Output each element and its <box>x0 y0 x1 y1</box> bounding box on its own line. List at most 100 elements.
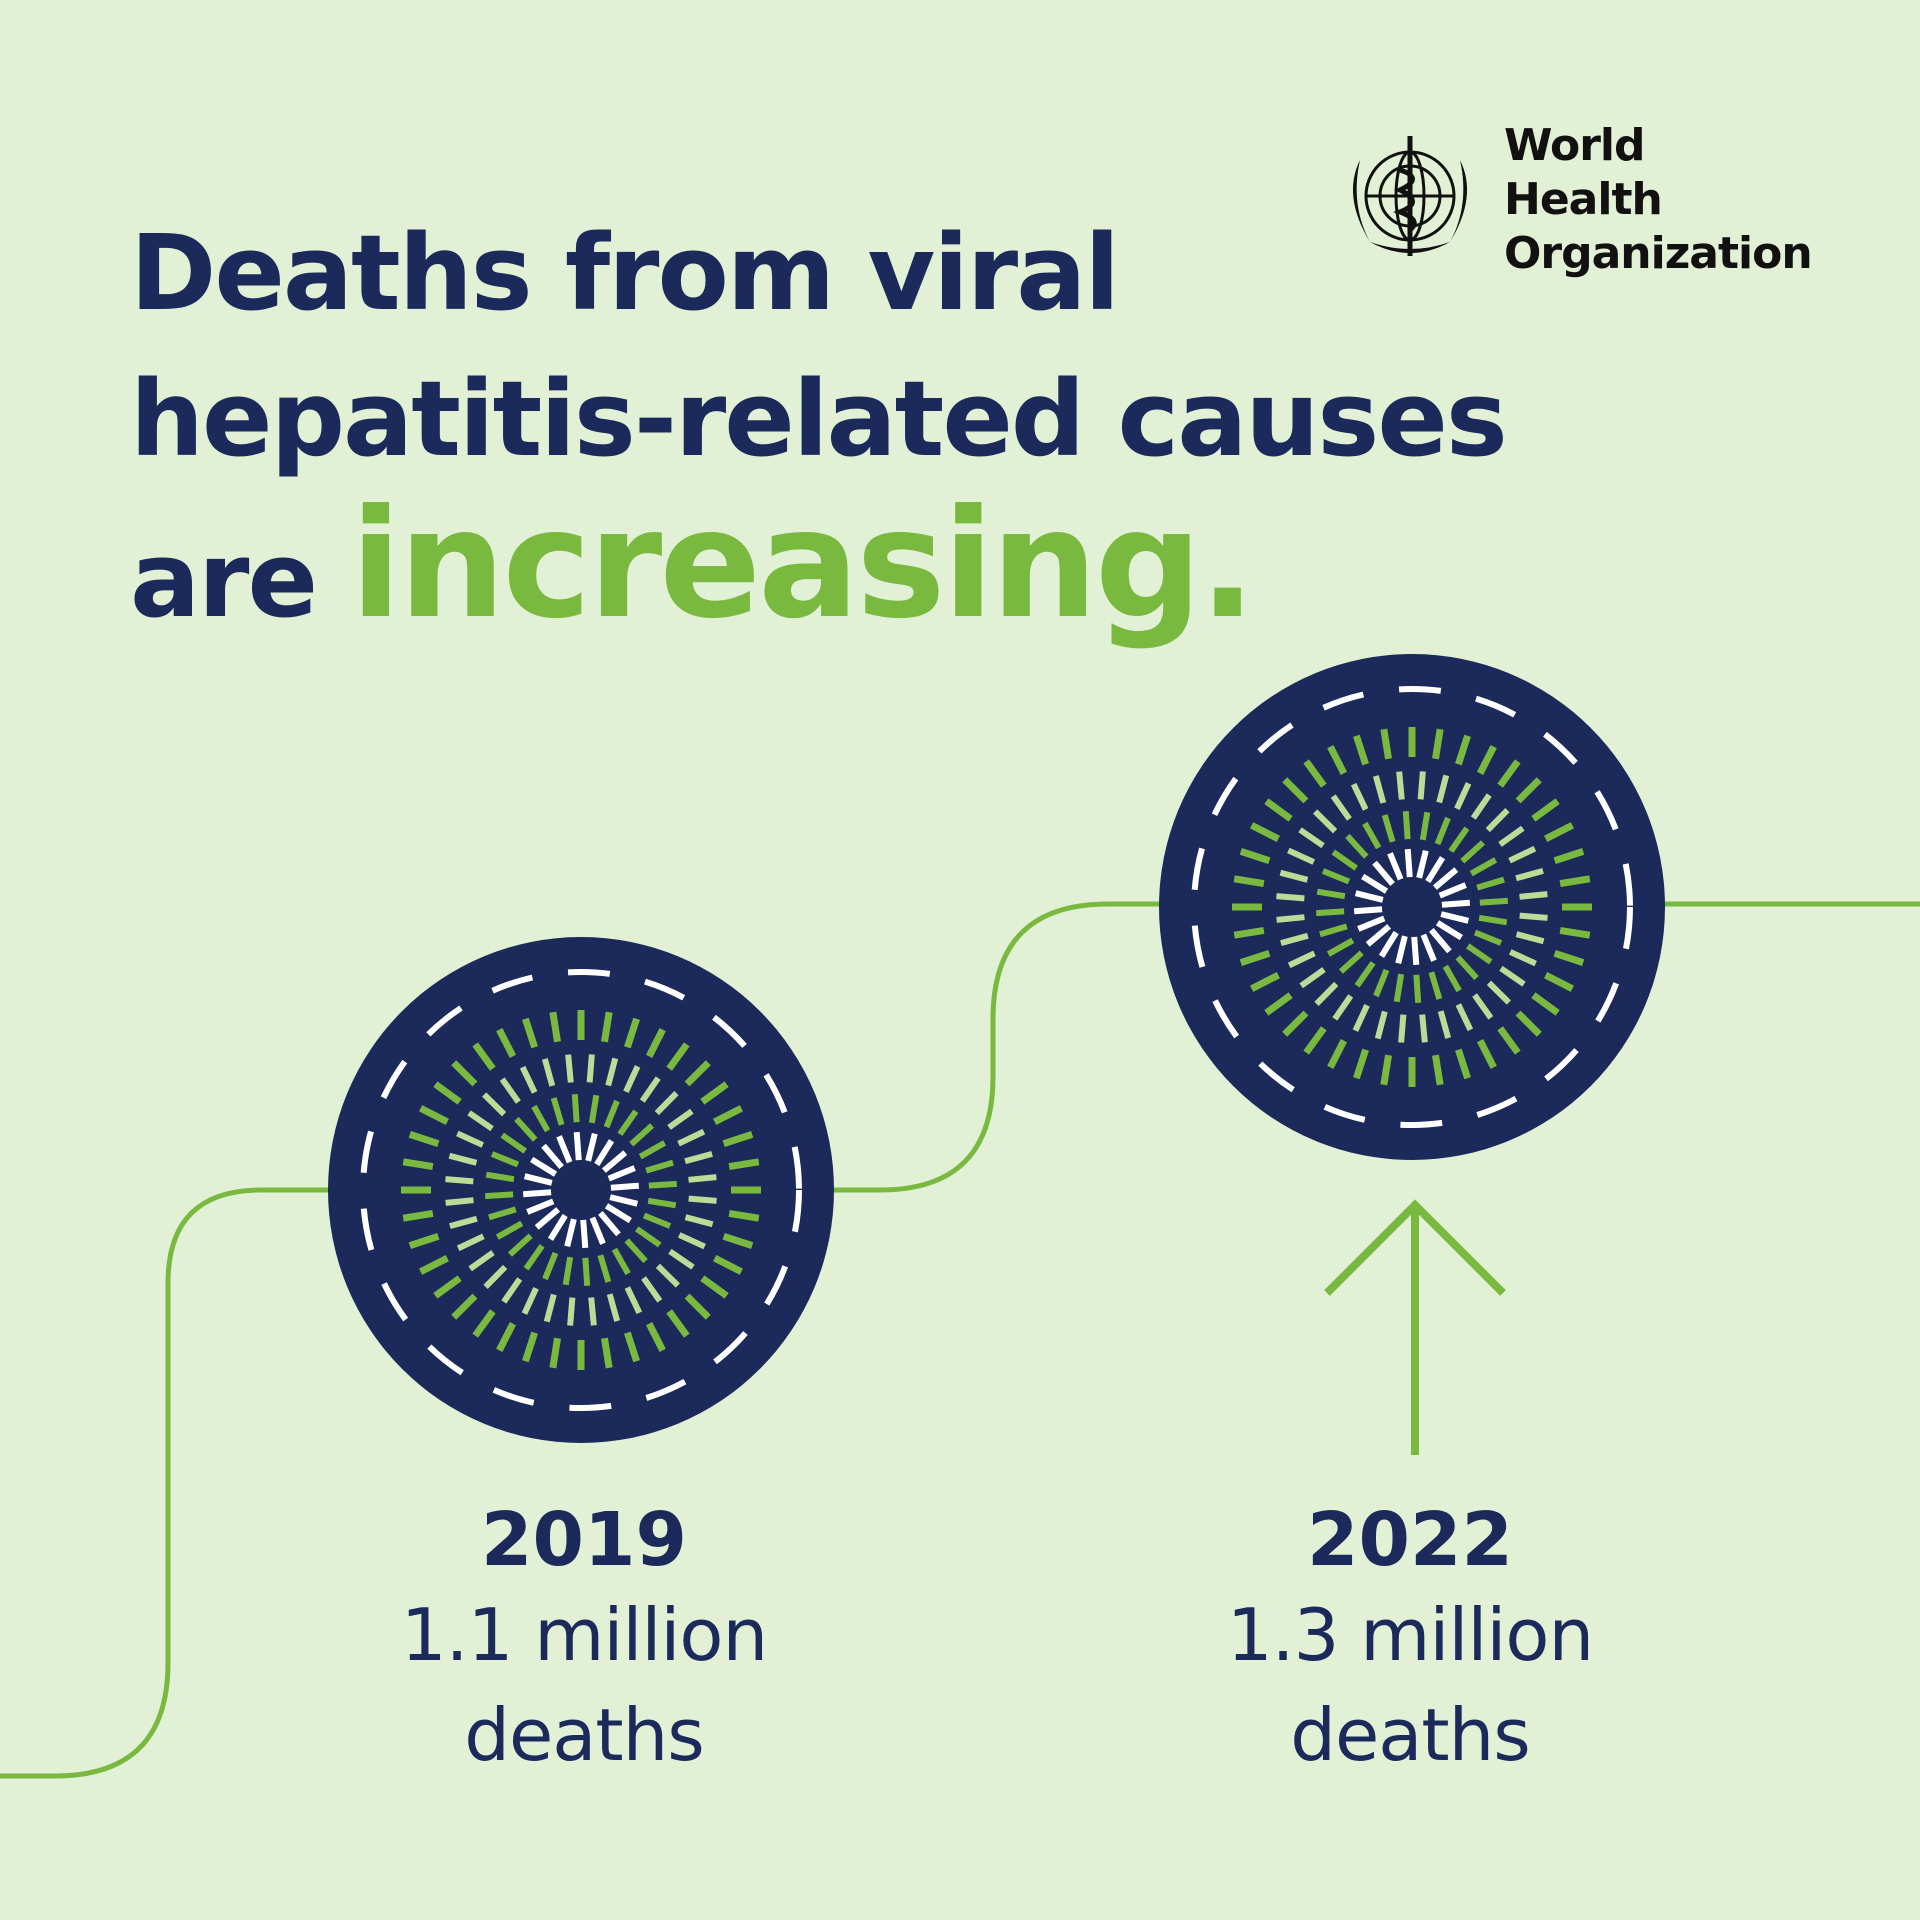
virus-spike <box>542 1251 559 1281</box>
virus-spike <box>645 1322 666 1352</box>
virus-spike <box>666 1042 690 1071</box>
virus-spike <box>514 1116 538 1142</box>
virus-outer-ring <box>1191 686 1633 1128</box>
virus-spike <box>1338 950 1364 974</box>
virus-spike <box>601 1011 613 1043</box>
virus-spike <box>1434 816 1451 846</box>
virus-spike <box>1345 833 1369 859</box>
virus-spike <box>1519 912 1548 921</box>
virus-spike <box>1473 929 1503 946</box>
virus-spike <box>1476 745 1497 775</box>
virus-spike <box>456 1130 485 1148</box>
virus-spike <box>541 1058 556 1087</box>
virus-spike <box>1327 745 1348 775</box>
virus-spike <box>1380 728 1392 760</box>
virus-spike <box>490 1151 520 1168</box>
virus-circle-icon <box>328 937 834 1443</box>
virus-spike <box>1398 1014 1407 1043</box>
virus-spike <box>1466 943 1493 965</box>
virus-spike <box>645 1028 666 1058</box>
virus-spike <box>586 1054 595 1083</box>
stat-value: 1.3 million <box>1226 1593 1594 1677</box>
virus-spike <box>1395 935 1408 965</box>
virus-spike <box>1515 777 1542 804</box>
virus-spike <box>451 1293 478 1320</box>
virus-spike <box>713 1254 743 1275</box>
virus-spike <box>684 1150 713 1165</box>
headline: Deaths from viral hepatitis-related caus… <box>130 200 1508 653</box>
virus-spike <box>1353 906 1383 915</box>
virus-spike <box>541 1143 564 1170</box>
virus-spike <box>638 1140 667 1160</box>
virus-outer-ring <box>360 969 802 1411</box>
virus-spike <box>1469 857 1498 877</box>
virus-spike <box>1455 734 1471 766</box>
virus-spike <box>1357 915 1386 932</box>
virus-spike <box>1425 856 1446 884</box>
virus-spike <box>1313 809 1338 834</box>
virus-spike <box>467 1110 494 1132</box>
virus-spike <box>1448 826 1470 853</box>
stat-unit: deaths <box>464 1693 705 1777</box>
virus-spike <box>647 1197 677 1209</box>
virus-spike <box>1478 914 1508 926</box>
virus-spike <box>1287 950 1316 969</box>
virus-spike <box>567 1297 576 1326</box>
virus-spike <box>722 1233 754 1249</box>
virus-spike <box>1498 825 1525 847</box>
virus-spike <box>562 1256 574 1286</box>
virus-spike <box>1303 1026 1327 1055</box>
virus-spike <box>1353 734 1369 766</box>
virus-spike <box>1264 992 1293 1016</box>
virus-spike <box>448 1152 478 1166</box>
virus-spike <box>549 1337 561 1369</box>
virus-spike <box>472 1042 496 1071</box>
virus-spike <box>688 1195 717 1204</box>
virus-spike <box>419 1254 449 1275</box>
virus-spike <box>1519 891 1548 900</box>
virus-spike <box>1354 890 1384 903</box>
virus-spike <box>1354 961 1376 988</box>
virus-spike <box>523 1244 545 1271</box>
virus-spike <box>408 1131 440 1147</box>
virus-spike <box>507 1233 533 1257</box>
stat-year: 2019 <box>481 1497 687 1583</box>
virus-spike <box>589 1216 606 1245</box>
virus-spike <box>1420 933 1437 962</box>
virus-spike <box>1264 798 1293 822</box>
virus-spike <box>1476 876 1505 891</box>
virus-spike <box>1303 759 1327 788</box>
virus-spike <box>1280 932 1309 947</box>
virus-spike <box>1387 852 1404 881</box>
virus-spike <box>1508 845 1537 864</box>
virus-spike <box>1279 869 1309 883</box>
virus-spike <box>1372 860 1395 887</box>
virus-spike <box>1298 827 1325 849</box>
virus-spike <box>433 1275 462 1299</box>
virus-spike <box>550 1097 565 1126</box>
virus-spike <box>1416 849 1429 879</box>
virus-spike <box>1442 964 1462 993</box>
virus-spike <box>688 1174 717 1183</box>
virus-spike <box>603 1099 620 1129</box>
virus-spike <box>623 1065 641 1094</box>
virus-spike <box>667 1108 694 1130</box>
virus-spike <box>713 1105 743 1126</box>
virus-spike <box>488 1206 517 1221</box>
virus-spike <box>1362 821 1382 850</box>
virus-spike <box>1373 968 1390 998</box>
virus-spike <box>522 1331 538 1363</box>
virus-spike <box>1239 950 1271 966</box>
virus-spike <box>609 1194 639 1207</box>
virus-spike <box>624 1331 640 1363</box>
virus-spike <box>1316 888 1346 900</box>
stat-unit: deaths <box>1290 1693 1531 1777</box>
virus-spike <box>607 1165 636 1182</box>
virus-spike <box>500 1132 527 1154</box>
virus-spike <box>1432 728 1444 760</box>
virus-spike <box>684 1293 711 1320</box>
virus-spike <box>648 1180 677 1189</box>
virus-spike <box>1472 993 1494 1020</box>
virus-spike <box>449 1215 478 1230</box>
